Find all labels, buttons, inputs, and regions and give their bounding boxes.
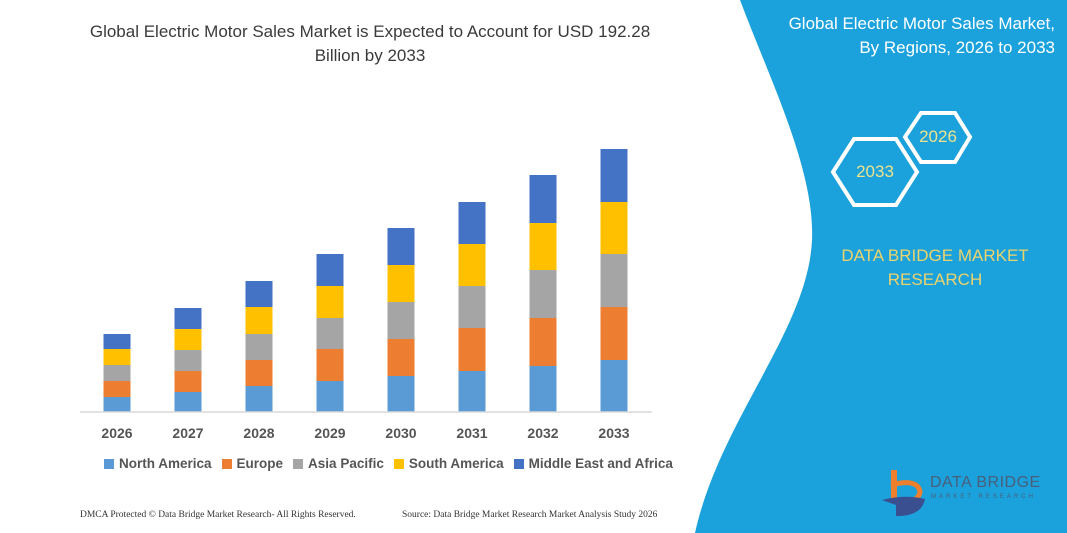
bar-2032-asia-pacific <box>529 270 557 318</box>
footer-source: Source: Data Bridge Market Research Mark… <box>402 510 658 520</box>
bar-2029-north-america <box>316 381 344 412</box>
bar-2033-middle-east-and-africa <box>600 149 628 202</box>
legend-swatch <box>104 458 114 469</box>
bar-2029-south-america <box>316 286 344 318</box>
bar-2027-middle-east-and-africa <box>174 308 202 329</box>
bar-2027-south-america <box>174 329 202 350</box>
legend-label: Europe <box>236 456 284 471</box>
logo-text: DATA BRIDGE <box>930 474 1041 491</box>
bar-2032-north-america <box>529 366 557 412</box>
brand-text: DATA BRIDGE MARKET RESEARCH <box>820 244 1050 292</box>
bar-2026-europe <box>103 381 131 397</box>
x-tick-label: 2031 <box>456 425 487 441</box>
x-tick-labels: 2026 2027 2028 2029 2030 2031 2032 2033 <box>101 425 629 441</box>
hex-label-2033: 2033 <box>856 162 894 181</box>
bar-2032-middle-east-and-africa <box>529 175 557 223</box>
brand-line1: DATA BRIDGE MARKET <box>841 246 1029 265</box>
bar-2029-asia-pacific <box>316 318 344 349</box>
x-tick-label: 2033 <box>598 425 629 441</box>
footer-copyright: DMCA Protected © Data Bridge Market Rese… <box>80 510 356 520</box>
legend-item: North America <box>104 456 212 471</box>
bar-2030-north-america <box>387 376 415 412</box>
side-title-line1: Global Electric Motor Sales Market, <box>788 14 1055 33</box>
bar-2030-middle-east-and-africa <box>387 228 415 265</box>
x-tick-label: 2028 <box>243 425 274 441</box>
x-tick-label: 2026 <box>101 425 132 441</box>
legend: North America Europe Asia Pacific South Ame… <box>104 456 673 471</box>
bar-2031-middle-east-and-africa <box>458 202 486 244</box>
chart-plot <box>103 149 628 412</box>
legend-label: South America <box>408 456 504 471</box>
chart-title: Global Electric Motor Sales Market is Ex… <box>89 22 651 65</box>
bar-2028-asia-pacific <box>245 334 273 360</box>
brand-line2: RESEARCH <box>887 270 983 289</box>
bar-2028-south-america <box>245 307 273 334</box>
bar-2033-europe <box>600 307 628 360</box>
bar-2028-north-america <box>245 386 273 412</box>
x-tick-label: 2032 <box>527 425 558 441</box>
bar-2030-south-america <box>387 265 415 302</box>
bar-2026-middle-east-and-africa <box>103 334 131 349</box>
bar-2029-middle-east-and-africa <box>316 254 344 286</box>
bar-2028-middle-east-and-africa <box>245 281 273 307</box>
bar-2032-europe <box>529 318 557 366</box>
bar-2026-asia-pacific <box>103 365 131 381</box>
bar-2031-north-america <box>458 371 486 412</box>
legend-item: Asia Pacific <box>293 456 384 471</box>
side-panel <box>695 0 1067 533</box>
bar-2033-asia-pacific <box>600 254 628 307</box>
legend-swatch <box>393 458 404 469</box>
bar-2027-north-america <box>174 392 202 412</box>
legend-item: South America <box>393 456 504 471</box>
legend-swatch <box>293 458 304 469</box>
bar-2029-europe <box>316 349 344 381</box>
legend-label: North America <box>119 456 212 471</box>
side-panel-title: Global Electric Motor Sales Market, By R… <box>735 12 1055 60</box>
legend-item: Europe <box>221 456 284 471</box>
legend-label: Asia Pacific <box>308 456 384 471</box>
logo-subtext: MARKET RESEARCH <box>931 494 1036 500</box>
legend-swatch <box>221 458 232 469</box>
x-tick-label: 2029 <box>314 425 345 441</box>
bar-2027-europe <box>174 371 202 392</box>
bar-2028-europe <box>245 360 273 386</box>
logo-icon <box>882 470 925 516</box>
legend-swatch <box>513 458 524 469</box>
bar-2033-north-america <box>600 360 628 412</box>
bar-2031-south-america <box>458 244 486 286</box>
hexagon-2033 <box>830 137 920 207</box>
x-tick-label: 2027 <box>172 425 203 441</box>
hexagon-2026 <box>902 111 973 164</box>
side-title-line2: By Regions, 2026 to 2033 <box>859 38 1055 57</box>
bar-2030-asia-pacific <box>387 302 415 339</box>
hex-label-2026: 2026 <box>919 127 957 146</box>
bar-2031-europe <box>458 328 486 371</box>
bar-2030-europe <box>387 339 415 376</box>
bar-2032-south-america <box>529 223 557 270</box>
bar-2026-north-america <box>103 397 131 412</box>
bar-2031-asia-pacific <box>458 286 486 328</box>
bar-2033-south-america <box>600 202 628 254</box>
x-tick-label: 2030 <box>385 425 416 441</box>
legend-item: Middle East and Africa <box>513 456 673 471</box>
bar-2027-asia-pacific <box>174 350 202 371</box>
legend-label: Middle East and Africa <box>528 456 673 471</box>
bar-2026-south-america <box>103 349 131 365</box>
